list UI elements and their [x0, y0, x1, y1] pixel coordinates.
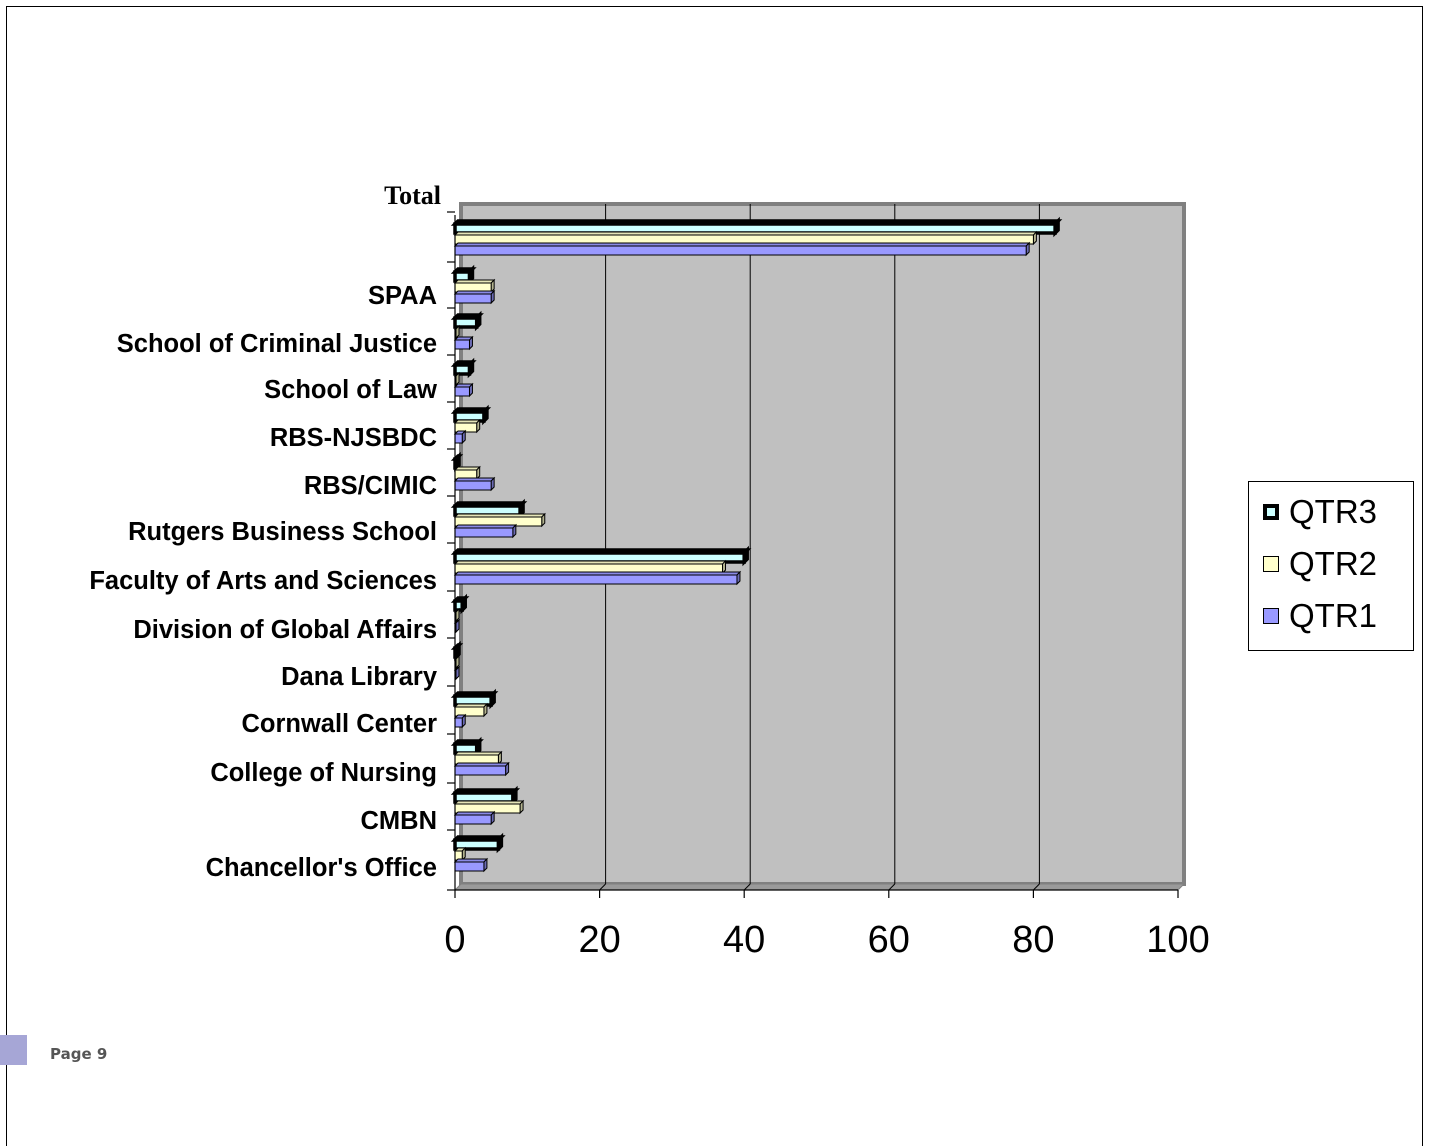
plot-back-wall — [459, 202, 1186, 886]
plot-floor — [453, 883, 1186, 891]
bar-qtr1-4 — [453, 429, 467, 445]
bar-qtr3-4 — [450, 404, 492, 426]
bar-qtr2-4 — [453, 418, 481, 434]
category-label: School of Criminal Justice — [117, 330, 437, 358]
bar-qtr1-1 — [453, 289, 496, 305]
x-tick-label: 20 — [578, 919, 620, 961]
category-label: Total — [384, 181, 441, 210]
bar-face — [454, 245, 1027, 256]
category-label: College of Nursing — [210, 759, 437, 787]
category-label: CMBN — [361, 807, 438, 835]
legend-label-qtr1: QTR1 — [1289, 597, 1378, 634]
bar-qtr1-7 — [453, 570, 742, 586]
category-label: Division of Global Affairs — [133, 616, 437, 644]
bar-qtr1-11 — [453, 761, 510, 777]
legend-swatch-qtr3 — [1263, 504, 1279, 520]
bar-face — [454, 386, 470, 397]
bar-qtr2-6 — [453, 512, 546, 528]
category-label: RBS-NJSBDC — [270, 424, 437, 452]
category-labels: Total SPAA School of Criminal Justice Schoo… — [89, 181, 441, 882]
gridline-floor — [599, 883, 606, 891]
bar-qtr2-5 — [453, 465, 481, 481]
bar-face — [454, 717, 463, 728]
bar-qtr1-12 — [453, 810, 496, 826]
category-label: SPAA — [368, 282, 437, 310]
bar-qtr3-11 — [450, 736, 484, 758]
category-label: Rutgers Business School — [128, 518, 437, 546]
bar-face — [454, 293, 492, 304]
bar-face — [453, 363, 472, 376]
gridlines — [599, 204, 1040, 891]
bar-face — [454, 480, 492, 491]
bar-qtr2-11 — [453, 750, 503, 766]
bar-qtr3-7 — [450, 545, 752, 567]
gridline-floor — [743, 883, 751, 891]
bar-qtr1-0 — [453, 241, 1031, 257]
bar-qtr2-8 — [453, 607, 461, 623]
legend-item-qtr3: QTR3 — [1263, 492, 1377, 532]
bar-qtr1-8 — [453, 618, 461, 634]
bar-qtr2-12 — [453, 799, 525, 815]
bar-qtr3-3 — [450, 357, 477, 379]
bar-qtr1-5 — [453, 476, 496, 492]
bar-qtr3-2 — [450, 310, 484, 332]
category-label: School of Law — [264, 376, 437, 404]
bar-face — [454, 527, 514, 538]
page-tab-marker — [0, 1035, 27, 1065]
bar-qtr2-1 — [453, 278, 496, 294]
legend-label-qtr3: QTR3 — [1289, 493, 1378, 530]
tick-labels: 0 20 40 60 80 100 — [444, 919, 1209, 961]
bar-qtr1-10 — [453, 713, 467, 729]
category-label: RBS/CIMIC — [304, 472, 437, 500]
bar-face — [454, 814, 492, 825]
bar-qtr3-6 — [450, 498, 528, 520]
page-frame — [6, 6, 1423, 1146]
bar-face — [454, 433, 463, 444]
category-label: Faculty of Arts and Sciences — [89, 567, 437, 595]
legend-label-qtr2: QTR2 — [1289, 545, 1378, 582]
legend: QTR3 QTR2 QTR1 — [1248, 481, 1414, 651]
bar-face — [454, 339, 470, 350]
bar-qtr1-6 — [453, 523, 518, 539]
bar-face — [454, 574, 738, 585]
category-label: Dana Library — [281, 663, 438, 691]
bar-qtr3-1 — [450, 264, 477, 286]
bars — [450, 216, 1063, 873]
category-label: Cornwall Center — [241, 710, 437, 738]
legend-item-qtr1: QTR1 — [1263, 596, 1377, 636]
bar-qtr2-13 — [453, 846, 467, 862]
legend-swatch-qtr1 — [1263, 608, 1279, 624]
plot-area — [453, 202, 1186, 891]
bar-qtr1-3 — [453, 382, 474, 398]
axes — [447, 211, 1179, 898]
bar-face — [454, 861, 485, 872]
x-tick-label: 80 — [1012, 919, 1054, 961]
x-tick-label: 100 — [1146, 919, 1209, 961]
bar-qtr1-2 — [453, 335, 474, 351]
page-number: Page 9 — [50, 1045, 108, 1063]
bar-face — [454, 765, 507, 776]
bar-qtr2-0 — [453, 230, 1038, 246]
gridline-floor — [888, 883, 896, 891]
x-tick-label: 0 — [444, 919, 465, 961]
gridline-floor — [1033, 883, 1040, 891]
bar-qtr3-10 — [450, 688, 499, 710]
bar-qtr2-10 — [453, 702, 489, 718]
bar-qtr3-13 — [450, 832, 506, 854]
category-label: Chancellor's Office — [206, 854, 437, 882]
bar-qtr2-7 — [453, 559, 727, 575]
bar-qtr3-12 — [450, 785, 521, 807]
x-tick-label: 40 — [723, 919, 765, 961]
bar-qtr1-13 — [453, 857, 489, 873]
bar-qtr3-0 — [450, 216, 1063, 238]
legend-item-qtr2: QTR2 — [1263, 544, 1377, 584]
x-tick-label: 60 — [868, 919, 910, 961]
bar-qtr3-8 — [450, 593, 470, 615]
legend-swatch-qtr2 — [1263, 556, 1279, 572]
